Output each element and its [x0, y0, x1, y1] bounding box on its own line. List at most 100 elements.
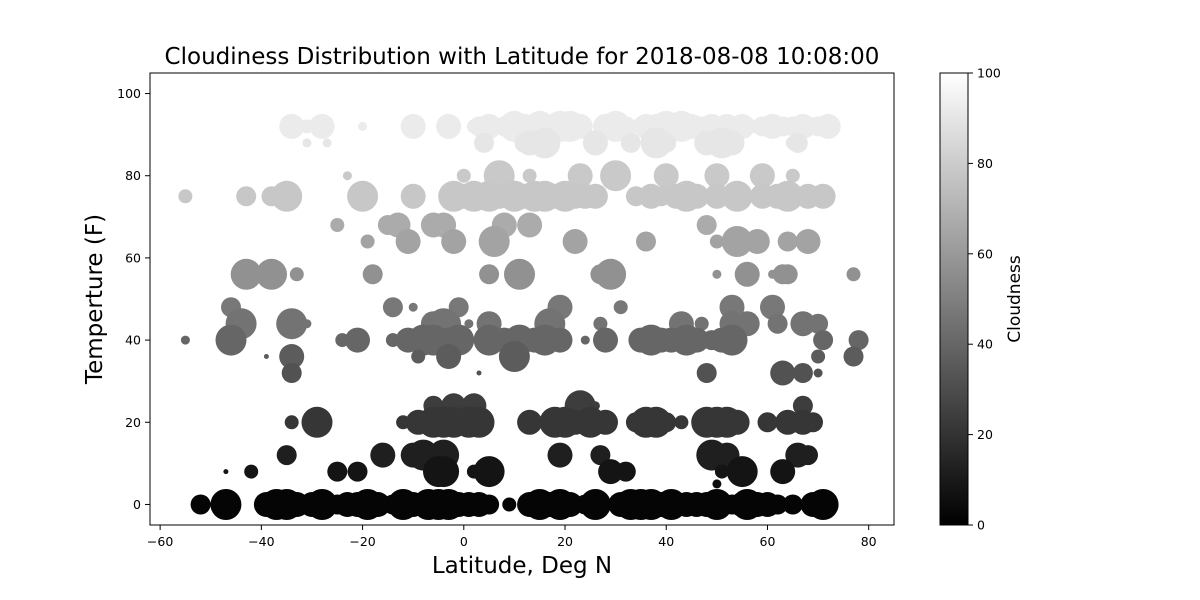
data-point — [813, 330, 834, 351]
data-point — [582, 130, 608, 156]
data-point — [276, 308, 308, 340]
data-point — [476, 113, 502, 139]
data-point — [721, 226, 753, 257]
data-point — [360, 234, 375, 249]
colorbar-tick-label: 40 — [977, 337, 993, 352]
data-point — [843, 346, 864, 367]
data-point — [760, 294, 785, 320]
data-point — [327, 461, 348, 482]
colorbar-tick-label: 60 — [977, 246, 993, 261]
colorbar-tick-label: 20 — [977, 427, 993, 442]
data-point — [190, 494, 211, 515]
y-tick-label: 60 — [125, 250, 141, 265]
data-point — [813, 368, 823, 378]
x-axis-ticks: −60 −40 −20 0 20 40 60 80 — [147, 525, 877, 549]
data-point — [696, 363, 717, 383]
data-point — [263, 354, 269, 359]
data-point — [370, 442, 396, 468]
data-point — [400, 183, 426, 209]
y-tick-label: 40 — [125, 333, 141, 348]
data-point — [478, 226, 510, 257]
data-point — [306, 489, 338, 520]
data-point — [408, 302, 418, 312]
data-point — [615, 461, 636, 482]
data-point — [473, 456, 505, 488]
data-point — [279, 113, 305, 139]
data-point — [236, 186, 257, 207]
data-point — [777, 264, 798, 285]
data-point — [846, 267, 861, 282]
data-point — [330, 218, 345, 232]
data-point — [595, 258, 627, 290]
data-point — [593, 409, 618, 435]
data-point — [770, 459, 796, 485]
x-tick-label: −40 — [248, 534, 274, 549]
data-point — [636, 231, 656, 252]
colorbar — [939, 72, 969, 526]
data-point — [848, 330, 869, 351]
data-point — [777, 231, 798, 252]
data-point — [345, 327, 370, 353]
y-tick-label: 100 — [117, 86, 141, 101]
colorbar-tick-label: 80 — [977, 156, 993, 171]
data-point — [301, 406, 333, 438]
data-point — [792, 363, 813, 383]
data-point — [547, 442, 573, 468]
data-point — [620, 132, 641, 153]
x-tick-label: −60 — [147, 534, 173, 549]
data-point — [782, 494, 803, 515]
data-point — [714, 464, 729, 479]
data-point — [230, 258, 262, 290]
data-point — [256, 258, 287, 290]
data-point — [441, 229, 467, 254]
data-point — [281, 363, 302, 383]
colorbar-title: Cloudness — [1005, 255, 1025, 343]
data-point — [322, 138, 332, 148]
data-point — [294, 123, 300, 129]
data-point — [712, 269, 722, 279]
data-point — [479, 264, 500, 285]
data-point — [517, 212, 543, 238]
colorbar-tick-label: 100 — [977, 66, 1001, 81]
x-tick-label: 0 — [460, 534, 468, 549]
data-point — [808, 313, 829, 334]
data-point — [479, 494, 500, 515]
data-point — [464, 319, 474, 329]
data-point — [757, 412, 778, 433]
data-point — [721, 180, 753, 212]
scatter-points — [178, 110, 869, 520]
data-point — [244, 464, 259, 479]
data-point — [289, 267, 304, 282]
data-point — [342, 171, 352, 181]
data-point — [815, 113, 841, 139]
data-point — [694, 316, 709, 331]
y-axis-ticks: 0 20 40 60 80 100 — [117, 86, 150, 512]
data-point — [734, 261, 760, 287]
data-point — [785, 168, 800, 183]
data-point — [428, 456, 460, 488]
data-point — [709, 234, 724, 249]
data-point — [600, 160, 632, 192]
data-point — [567, 163, 593, 189]
data-point — [557, 492, 583, 517]
colorbar-ticks: 0 20 40 60 80 100 — [968, 66, 1001, 533]
data-point — [547, 327, 573, 353]
data-point — [502, 497, 517, 512]
y-axis-title: Temperture (F) — [82, 214, 108, 385]
data-point — [400, 113, 426, 139]
x-tick-label: 60 — [760, 534, 776, 549]
data-point — [787, 132, 808, 153]
data-point — [476, 370, 482, 376]
data-point — [302, 319, 312, 329]
data-point — [347, 180, 379, 212]
data-point — [382, 297, 403, 318]
data-point — [795, 229, 821, 254]
x-tick-label: 20 — [557, 534, 573, 549]
data-point — [279, 344, 305, 369]
data-point — [726, 456, 758, 488]
data-point — [590, 445, 611, 466]
data-point — [767, 313, 788, 334]
data-point — [180, 335, 190, 345]
data-point — [701, 489, 733, 520]
